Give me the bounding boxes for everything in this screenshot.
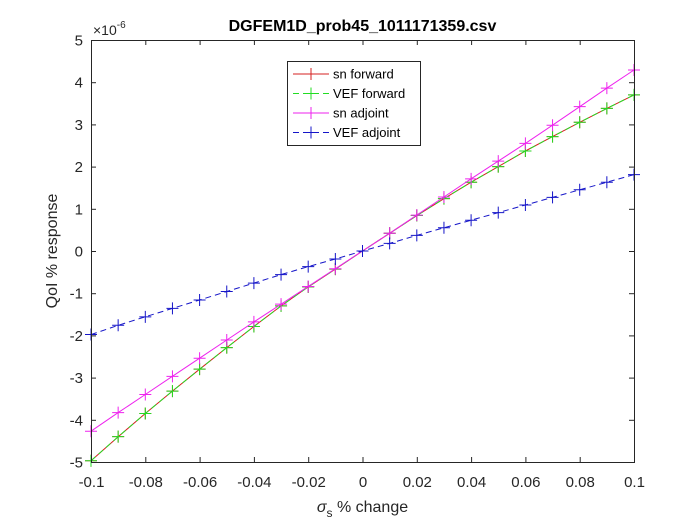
y-exponent-power: -6 (117, 20, 126, 31)
data-point (302, 260, 315, 273)
x-tick-label: -0.06 (183, 474, 217, 491)
x-tick-label: -0.02 (292, 474, 326, 491)
ticks-layer: -0.1 -0.08 -0.06 -0.04 -0.02 0 0.02 0.04 0.06 0.0… (70, 33, 645, 492)
chart-title: DGFEM1D_prob45_1011171359.csv (229, 18, 497, 35)
y-tick-label: -3 (70, 370, 83, 387)
data-point (437, 221, 450, 234)
data-point (247, 315, 260, 328)
data-point (112, 319, 125, 332)
legend-marker (305, 68, 317, 80)
x-axis-title: σs % change (317, 499, 408, 520)
legend-marker (305, 107, 317, 119)
data-point (193, 352, 206, 365)
data-point (546, 191, 559, 204)
data-point (112, 430, 125, 443)
x-tick-label: -0.04 (237, 474, 271, 491)
data-point (573, 100, 586, 113)
data-point (600, 176, 613, 189)
data-point (139, 310, 152, 323)
data-point (139, 407, 152, 420)
x-tick-label: 0.08 (566, 474, 595, 491)
x-tick-label: 0.02 (403, 474, 432, 491)
x-tick-label: 0.06 (511, 474, 540, 491)
data-point (437, 190, 450, 203)
data-point (302, 280, 315, 293)
data-point (275, 268, 288, 281)
x-axis-rest: % change (333, 499, 409, 516)
legend-entry: VEF adjoint (333, 125, 401, 140)
data-point (139, 388, 152, 401)
data-point (546, 130, 559, 143)
data-point (546, 119, 559, 132)
data-point (383, 237, 396, 250)
y-axis-exponent: ×10-6 (93, 20, 126, 38)
y-tick-label: -2 (70, 328, 83, 345)
legend-marker (305, 126, 317, 139)
data-point (166, 302, 179, 315)
y-tick-label: -5 (70, 455, 83, 472)
data-point (410, 229, 423, 242)
y-axis-title: QoI % response (44, 194, 61, 309)
data-point (465, 214, 478, 227)
y-exponent-base: ×10 (93, 22, 117, 38)
data-point (166, 370, 179, 383)
y-tick-label: 4 (75, 75, 83, 92)
data-point (600, 102, 613, 115)
y-tick-label: 3 (75, 117, 83, 134)
data-point (220, 334, 233, 347)
y-tick-label: -4 (70, 412, 83, 429)
x-tick-label: 0.04 (457, 474, 486, 491)
data-point (519, 199, 532, 212)
legend-box (287, 61, 421, 146)
data-point (492, 155, 505, 168)
y-tick-label: 5 (75, 33, 83, 50)
x-tick-label: 0.1 (624, 474, 645, 491)
y-tick-label: 1 (75, 201, 83, 218)
legend: sn forward VEF forward sn adjoint VEF adjoi… (287, 61, 421, 146)
y-tick-label: -1 (70, 286, 83, 303)
data-point (410, 209, 423, 222)
data-point (356, 245, 369, 257)
data-point (275, 298, 288, 311)
x-axis-symbol: σ (317, 499, 328, 516)
y-tick-label: 0 (75, 244, 83, 261)
data-point (329, 253, 342, 266)
legend-entry: sn forward (333, 67, 394, 82)
data-point (600, 82, 613, 95)
x-axis-subscript: s (327, 506, 333, 520)
data-point (193, 293, 206, 306)
data-point (573, 116, 586, 129)
legend-entry: sn adjoint (333, 106, 389, 121)
data-point (220, 285, 233, 298)
x-tick-label: -0.08 (129, 474, 163, 491)
x-tick-label: 0 (359, 474, 367, 491)
data-point (465, 172, 478, 185)
data-point (193, 363, 206, 376)
data-point (573, 183, 586, 196)
data-point (492, 206, 505, 219)
data-point (519, 137, 532, 150)
data-point (112, 406, 125, 419)
legend-marker (305, 87, 317, 100)
data-point (166, 385, 179, 398)
data-point (383, 227, 396, 240)
series-layer (85, 63, 640, 467)
legend-entry: VEF forward (333, 86, 405, 101)
data-point (247, 277, 260, 290)
y-tick-label: 2 (75, 159, 83, 176)
x-tick-label: -0.1 (79, 474, 105, 491)
